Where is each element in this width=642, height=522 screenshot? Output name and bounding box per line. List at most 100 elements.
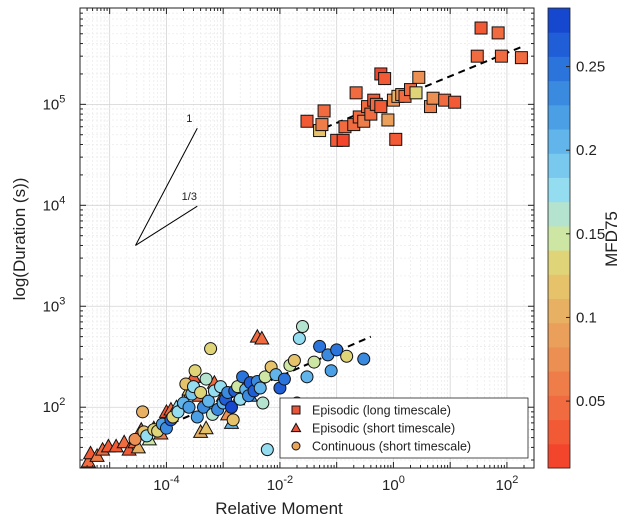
data-point-circle (296, 320, 310, 334)
data-point-square (389, 132, 403, 146)
legend-marker-circle (291, 441, 301, 451)
data-point-circle (136, 405, 150, 419)
colorbar-swatch (548, 80, 570, 106)
legend-entry-label: Episodic (long timescale) (312, 404, 451, 418)
data-point-square (315, 118, 329, 132)
data-point-circle (340, 349, 354, 363)
data-point-square (374, 100, 388, 114)
data-point-square (491, 26, 505, 40)
y-tick-label: 102 (43, 396, 66, 416)
colorbar: 0.05 0.1 0.15 0.2 0.25 (547, 7, 605, 469)
data-point-triangle (130, 439, 147, 454)
data-point-circle (330, 343, 344, 357)
colorbar-tick-label: 0.15 (576, 226, 605, 243)
data-point-square (381, 113, 395, 127)
colorbar-swatch (548, 153, 570, 178)
data-point-square (426, 91, 440, 105)
x-axis-label: Relative Moment (215, 499, 343, 518)
data-point-circle (194, 385, 208, 399)
scale-line-label: 1 (186, 113, 192, 125)
data-point-square (317, 104, 331, 118)
colorbar-swatch (548, 443, 570, 469)
colorbar-tick-label: 0.1 (576, 309, 597, 326)
colorbar-swatch (548, 201, 570, 227)
x-tick-label: 10-4 (153, 474, 179, 494)
data-point-square (470, 49, 484, 63)
colorbar-swatch (548, 129, 570, 154)
data-point-circle (260, 443, 274, 457)
colorbar-tick-label: 0.2 (576, 142, 597, 159)
data-point-circle (357, 352, 371, 366)
scale-line-label: 1/3 (182, 191, 197, 203)
data-point-circle (224, 400, 238, 414)
y-axis-label: log(Duration (s)) (10, 178, 29, 301)
scale-line-slope (135, 127, 198, 246)
colorbar-frame (547, 7, 571, 469)
data-point-circle (313, 339, 327, 353)
colorbar-swatch (548, 56, 570, 82)
data-point-square (448, 95, 462, 109)
colorbar-swatch (548, 346, 570, 372)
colorbar-swatch (548, 322, 570, 348)
data-point-triangle (254, 330, 270, 345)
colorbar-swatch (548, 8, 570, 33)
colorbar-tick-label: 0.05 (576, 393, 605, 410)
scale-line-slope (135, 205, 198, 246)
data-point-square (474, 21, 488, 35)
colorbar-swatch (548, 32, 570, 57)
data-point-square (336, 133, 350, 147)
data-point-square (349, 86, 363, 100)
colorbar-swatch (548, 419, 570, 445)
data-point-circle (204, 342, 218, 356)
data-point-circle (199, 372, 213, 386)
data-point-square (378, 72, 392, 86)
colorbar-label: MFD75 (602, 211, 621, 267)
data-point-square (514, 51, 528, 65)
data-point-circle (300, 370, 314, 384)
colorbar-swatch (548, 250, 570, 275)
data-point-circle (201, 394, 215, 408)
x-axis-ticks: 10-4 10-2 100 102 (79, 8, 535, 494)
legend-entry-label: Episodic (short timescale) (312, 422, 455, 436)
y-tick-label: 105 (43, 93, 66, 113)
data-point-square (409, 86, 423, 100)
colorbar-swatch (548, 225, 570, 251)
data-point-square (412, 70, 426, 84)
legend-box (279, 397, 529, 459)
data-point-circle (287, 354, 301, 368)
data-point-circle (256, 396, 270, 410)
x-tick-label: 102 (496, 474, 519, 494)
data-point-circle (277, 372, 291, 386)
data-point-circle (324, 364, 338, 378)
colorbar-swatch (548, 298, 570, 324)
x-tick-label: 10-2 (267, 474, 293, 494)
legend-marker-square (291, 405, 301, 415)
data-point-circle (292, 331, 306, 345)
colorbar-swatch (548, 395, 570, 421)
legend-marker-triangle (290, 422, 302, 433)
colorbar-swatch (548, 274, 570, 300)
legend: Episodic (long timescale) Episodic (short… (279, 397, 529, 459)
y-axis-ticks: 102 103 104 105 (43, 7, 534, 461)
data-point-circle (190, 410, 204, 424)
colorbar-swatch (548, 177, 570, 203)
data-point-circle (307, 355, 321, 369)
data-point-square (300, 114, 314, 128)
data-point-circle (253, 381, 267, 395)
data-point-circle (188, 364, 202, 378)
data-point-square (494, 49, 508, 63)
data-point-circle (128, 432, 142, 446)
legend-entry-label: Continuous (short timescale) (312, 440, 471, 454)
data-point-triangle (198, 420, 214, 435)
colorbar-tick-label: 0.25 (576, 59, 605, 76)
data-point-circle (182, 400, 196, 414)
colorbar-swatch (548, 104, 570, 130)
y-tick-label: 103 (43, 295, 66, 315)
x-tick-label: 100 (382, 474, 405, 494)
colorbar-swatch (548, 371, 570, 396)
y-tick-label: 104 (43, 194, 66, 214)
data-points (80, 21, 528, 468)
data-point-circle (226, 413, 240, 427)
scale-lines: 1 1/3 (135, 113, 198, 246)
